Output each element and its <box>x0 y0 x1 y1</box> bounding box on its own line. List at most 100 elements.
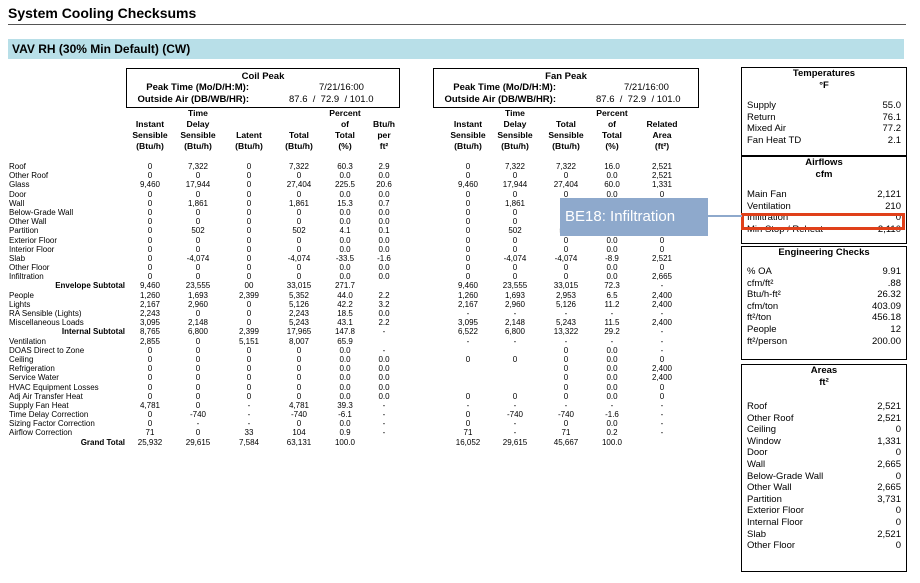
coil_headers-col-2-line <box>224 108 274 119</box>
coil_rows-cell: 0 <box>246 171 252 181</box>
engineering_checks-value: 403.09 <box>871 300 901 312</box>
fan_rows-cell: 2,400 <box>651 318 673 328</box>
coil_headers-col-0-line: Instant <box>135 119 165 129</box>
row-label: Service Water <box>9 373 59 383</box>
areas-row: Door 0 <box>742 447 906 459</box>
coil_rows-cell: 0 <box>147 419 153 429</box>
row-label: Exterior Floor <box>9 235 58 245</box>
row-label: Ceiling <box>9 354 34 364</box>
coil_rows-cell: - <box>247 400 251 410</box>
fan_rows-cell: - <box>660 327 664 337</box>
coil_rows-cell: 33,015 <box>286 281 312 291</box>
coil_rows-cell: 0 <box>246 309 252 318</box>
fan_rows-cell: 0 <box>465 207 471 217</box>
temperatures-unit: °F <box>819 80 829 91</box>
fan_rows-cell: 13,322 <box>553 327 579 337</box>
fan_headers-col-4-line <box>633 108 691 119</box>
fan_rows-cell: 0.0 <box>606 244 618 254</box>
coil_rows-cell: 0 <box>296 345 302 355</box>
coil_rows-cell: 0 <box>147 373 153 383</box>
coil_rows-cell: 0 <box>246 244 252 254</box>
coil_headers-col-4-line: (%) <box>338 141 352 151</box>
temperatures-value: 2.1 <box>887 134 901 146</box>
fan_rows-cell: 60.0 <box>604 180 620 190</box>
coil_headers-col-2-line <box>224 119 274 130</box>
coil_rows-cell: 20.6 <box>376 180 392 190</box>
coil_rows-cell: 0 <box>246 263 252 273</box>
fan_rows-cell: 0.0 <box>606 263 618 273</box>
coil_rows-cell: - <box>382 345 386 355</box>
row-label: Partition <box>9 226 39 236</box>
row-label: RA Sensible (Lights) <box>9 309 82 318</box>
coil_rows-cell: 0.0 <box>339 272 351 282</box>
areas-label: Exterior Floor <box>747 505 805 517</box>
fan_rows-cell: 0 <box>659 235 665 245</box>
coil_rows-cell: 0 <box>296 272 302 282</box>
areas-row: Internal Floor 0 <box>742 517 906 529</box>
coil_rows-cell: 6,800 <box>187 327 209 337</box>
fan_headers-col-0: Instant Sensible (Btu/h) <box>445 108 491 152</box>
fan_rows-cell: - <box>660 400 664 410</box>
coil_rows-cell: 44.0 <box>337 290 353 300</box>
coil_rows-cell: 225.5 <box>334 180 356 190</box>
coil_rows-cell: 0 <box>246 318 252 328</box>
temperatures-title: Temperatures <box>792 68 856 79</box>
fan_headers-col-2: Total Sensible (Btu/h) <box>541 97 591 152</box>
coil_rows-cell: 0.0 <box>339 263 351 273</box>
fan_headers-col-0-line: Sensible <box>450 130 486 140</box>
callout-arrow <box>708 215 742 217</box>
coil_rows-cell: 0.0 <box>339 171 351 181</box>
coil_rows-cell: 0 <box>147 354 153 364</box>
fan_rows-cell: - <box>466 336 470 346</box>
fan_rows-cell: - <box>513 336 517 346</box>
coil_rows-cell: 0 <box>147 263 153 273</box>
fan_headers-col-4-line: Related <box>646 119 678 129</box>
coil_rows-cell: 0 <box>296 391 302 401</box>
fan_rows-cell: 45,667 <box>553 437 579 447</box>
fan_rows-cell: - <box>564 336 568 346</box>
coil_headers-col-4-line: Percent <box>329 108 361 118</box>
engineering_checks-row: People 12 <box>742 324 906 336</box>
fan_rows-cell: 0.0 <box>606 373 618 383</box>
engineering_checks-label: Btu/h-ft² <box>747 289 781 301</box>
coil_rows-cell: 147.8 <box>334 327 356 337</box>
coil_rows-cell: 0 <box>296 364 302 374</box>
coil_rows-cell: 7,584 <box>238 437 260 447</box>
coil_rows-cell: 27,404 <box>286 180 312 190</box>
fan_rows-cell: 0.0 <box>606 235 618 245</box>
coil_headers-col-3-line <box>274 108 324 119</box>
coil_rows-cell: 5,243 <box>288 318 310 328</box>
coil_rows-cell: 0 <box>246 373 252 383</box>
fan_rows-cell: 0.0 <box>606 391 618 401</box>
coil_rows-cell: 3,095 <box>139 318 161 328</box>
engineering_checks-value: 12 <box>890 323 901 335</box>
row-label: Lights <box>9 299 31 309</box>
areas-row: Other Wall 2,665 <box>742 482 906 494</box>
coil_rows-cell: 0 <box>147 272 153 282</box>
fan_rows-cell: - <box>564 400 568 410</box>
fan_rows-cell: - <box>513 419 517 429</box>
coil_rows-cell: 7,322 <box>288 162 310 171</box>
fan_rows-cell: 502 <box>508 226 522 236</box>
engineering_checks-value: 9.91 <box>882 266 902 277</box>
fan_rows-cell: 0 <box>465 198 471 208</box>
fan_rows-cell: -8.9 <box>605 253 619 263</box>
coil_rows-cell: 0.0 <box>339 364 351 374</box>
row-label: HVAC Equipment Losses <box>9 382 99 392</box>
fan_rows-cell: 5,243 <box>555 318 577 328</box>
row-label: Glass <box>9 180 30 190</box>
airflows-row: Infiltration 0 <box>742 212 906 224</box>
coil_rows-cell: 0 <box>246 345 252 355</box>
fan_headers-col-3-line: Percent <box>596 108 628 118</box>
engineering_checks-row: ft²/ton 456.18 <box>742 312 906 324</box>
row-label: Other Wall <box>9 217 47 227</box>
coil_rows-cell: 4.1 <box>339 226 351 236</box>
engineering_checks-row: % OA 9.91 <box>742 266 906 278</box>
fan_rows-cell: 0 <box>512 235 518 245</box>
areas-panel: Areas ft² Roof 2,521 Other Roof 2,521 Ceilin… <box>741 364 907 572</box>
coil_rows-cell: 1,861 <box>187 198 209 208</box>
fan_rows-cell: 0.0 <box>606 364 618 374</box>
coil_rows-cell: 0 <box>147 217 153 227</box>
fan-peak-time-value: 7/21/16:00 <box>624 82 669 93</box>
coil_rows-cell: 2,243 <box>288 309 310 318</box>
